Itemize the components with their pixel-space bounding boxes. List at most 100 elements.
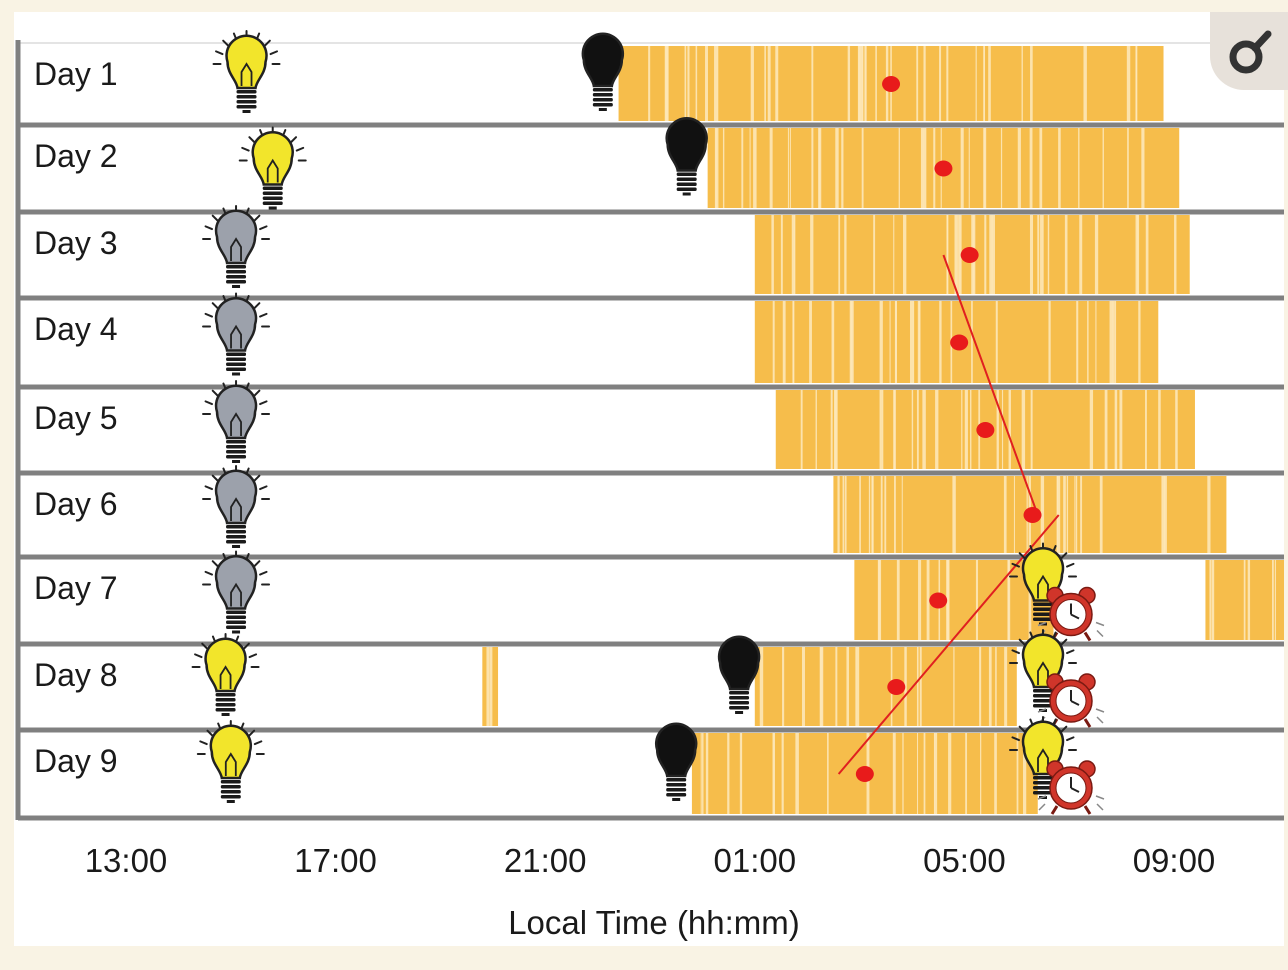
wake-gap [1040,476,1045,553]
wake-gap [946,560,950,640]
wake-gap [695,46,698,121]
lit-bulb-icon [1009,716,1077,799]
x-tick-label: 01:00 [714,842,797,879]
wake-gap [1164,476,1167,553]
wake-gap [781,733,784,814]
day-label: Day 5 [34,400,118,436]
wake-gap [789,128,791,208]
wake-gap [1003,476,1007,553]
wake-gap [811,46,814,121]
wake-gap [1135,215,1139,294]
grey-bulb-icon [202,292,271,376]
wake-gap [1083,46,1087,121]
wake-gap [953,647,955,726]
wake-gap [1112,301,1115,383]
grey-bulb-icon [202,550,271,634]
viewer-badge[interactable] [1210,12,1288,90]
wake-gap [489,647,493,726]
day-label: Day 1 [34,56,118,92]
wake-gap [1135,46,1138,121]
wake-gap [893,390,896,469]
wake-gap [753,128,757,208]
wake-gap [923,128,927,208]
wake-gap [961,390,963,469]
key-icon [1229,30,1272,74]
wake-gap [935,390,939,469]
midpoint-dot [976,422,995,438]
wake-gap [1089,390,1094,469]
wake-gap [893,215,895,294]
wake-gap [896,560,900,640]
wake-gap [946,215,948,294]
wake-gap [1001,390,1004,469]
wake-gap [715,128,719,208]
wake-gap [741,128,744,208]
wake-gap [1008,390,1011,469]
wake-gap [856,647,860,726]
wake-gap [988,647,992,726]
wake-gap [958,215,962,294]
wake-gap [975,560,979,640]
midpoint-dot [929,592,948,609]
wake-gap [1056,476,1061,553]
wake-gap [850,301,854,383]
wake-gap [980,733,982,814]
day-label: Day 8 [34,657,118,693]
wake-gap [1041,215,1044,294]
wake-gap [1047,215,1050,294]
wake-gap [918,560,922,640]
wake-gap [1207,476,1211,553]
wake-gap [903,215,907,294]
dark-bulb-icon [581,32,625,111]
wake-gap [994,733,997,814]
wake-gap [764,46,766,121]
wake-gap [868,476,871,553]
lit-bulb-icon [196,720,265,803]
chart-frame: Day 1 Day 2 Day 3 Day 4 Day 5 Day 6 Day 7 Day 8… [14,12,1284,946]
wake-gap [846,647,850,726]
wake-gap [1037,215,1040,294]
wake-gap [922,390,926,469]
wake-gap [842,476,845,553]
wake-gap [717,46,719,121]
grey-bulb-icon [202,205,271,288]
wake-gap [975,46,977,121]
wake-gap [830,390,833,469]
wake-gap [1080,476,1083,553]
wake-gap [995,301,998,383]
wake-gap [1094,215,1099,294]
lit-bulb-icon [238,126,307,210]
wake-gap [939,301,942,383]
wake-gap [1021,46,1023,121]
wake-gap [1138,301,1141,383]
lit-bulb-icon [212,30,281,113]
wake-gap [838,215,841,294]
wake-gap [984,128,987,208]
wake-gap [837,476,840,553]
wake-gap [1247,560,1251,640]
wake-gap [1029,215,1034,294]
wake-gap [819,647,823,726]
wake-gap [827,733,829,814]
wake-gap [801,647,805,726]
wake-gap [759,647,764,726]
wake-gap [1104,390,1108,469]
wake-gap [916,46,919,121]
wake-gap [700,733,702,814]
wake-gap [889,301,891,383]
midpoint-dot [934,160,953,177]
wake-gap [923,733,926,814]
x-axis-title: Local Time (hh:mm) [508,904,800,941]
wake-gap [794,215,796,294]
wake-gap [486,647,490,726]
grey-bulb-icon [202,380,271,463]
wake-gap [1078,128,1080,208]
wake-gap [984,215,987,294]
alarm-clock-icon [1037,760,1105,815]
wake-gap [841,128,844,208]
wake-gap [871,476,874,553]
wake-gap [916,647,919,726]
wake-gap [833,390,837,469]
wake-gap [1013,476,1015,553]
wake-gap [1114,301,1117,383]
